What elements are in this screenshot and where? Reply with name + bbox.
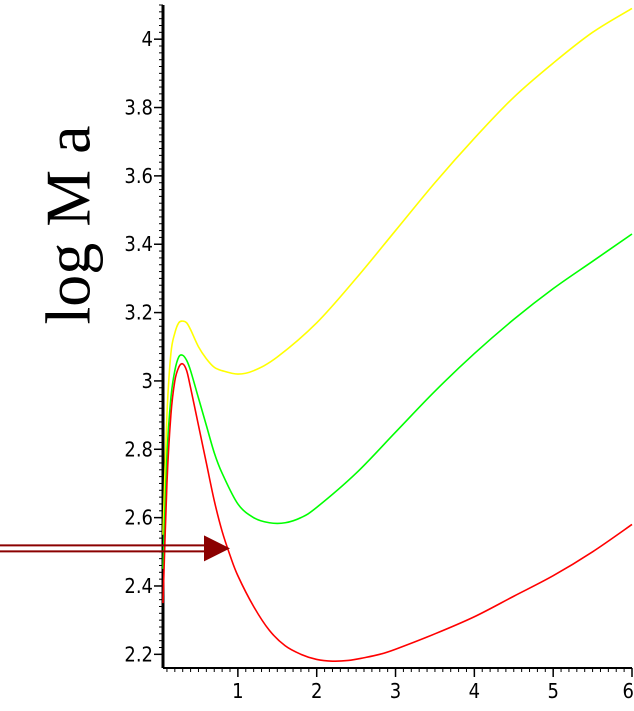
annotation-arrow [0,535,230,562]
series-line-3 [162,362,633,663]
x-ticks: 1 2 3 4 5 6 [166,668,634,703]
y-tick-label: 4 [142,27,153,51]
y-tick-label: 3.6 [124,164,153,188]
y-tick-label: 2.4 [124,574,153,598]
y-tick-label: 3 [142,369,153,393]
x-tick-label: 3 [390,679,401,703]
y-tick-label: 2.6 [124,506,153,530]
axes [161,5,632,669]
y-tick-label: 3.8 [124,96,153,120]
y-ticks: 2.2 2.4 2.6 2.8 3 3.2 3.4 3.6 3.8 4 [124,4,163,666]
y-axis-label: log M a [33,125,104,324]
x-tick-label: 4 [469,679,480,703]
y-tick-label: 3.2 [124,301,153,325]
x-tick-label: 1 [232,679,243,703]
arrow-head [204,535,230,562]
x-tick-label: 5 [547,679,558,703]
y-tick-label: 2.8 [124,437,153,461]
series-group [162,7,633,663]
y-tick-label: 3.4 [124,232,153,256]
y-tick-label: 2.2 [124,642,153,666]
series-line-2 [162,233,633,569]
x-tick-label: 2 [311,679,322,703]
x-tick-label: 6 [623,679,634,703]
y-axis-label-group: log M a [33,125,104,324]
series-line-1 [162,7,633,535]
